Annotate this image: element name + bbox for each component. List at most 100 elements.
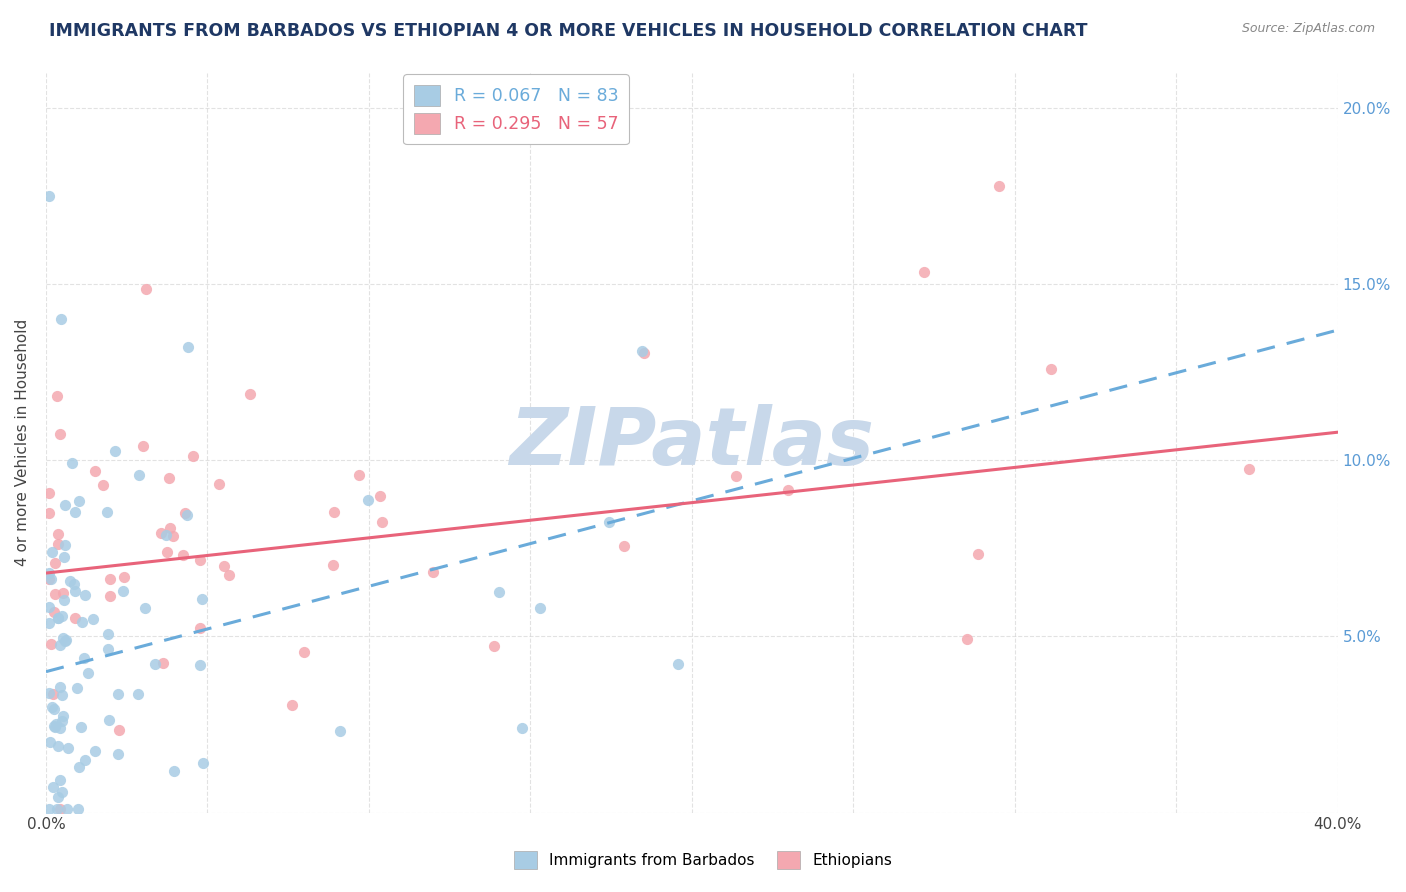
Point bbox=[143, 657, 166, 671]
Point bbox=[77, 665, 100, 680]
Point bbox=[49, 680, 72, 694]
Point bbox=[98, 590, 121, 604]
Point bbox=[38, 572, 60, 586]
Point bbox=[59, 574, 82, 589]
Point bbox=[70, 720, 93, 734]
Point bbox=[112, 584, 135, 599]
Point bbox=[329, 723, 352, 738]
Point bbox=[152, 656, 174, 670]
Point bbox=[44, 718, 66, 732]
Point bbox=[82, 612, 104, 626]
Point bbox=[292, 645, 315, 659]
Point bbox=[183, 449, 205, 463]
Point bbox=[38, 615, 60, 630]
Point bbox=[108, 723, 131, 738]
Point bbox=[45, 716, 67, 731]
Point bbox=[322, 558, 344, 572]
Point bbox=[42, 687, 65, 701]
Point bbox=[725, 469, 748, 483]
Point bbox=[633, 345, 655, 359]
Point bbox=[38, 566, 60, 580]
Point bbox=[1040, 362, 1063, 376]
Point bbox=[155, 528, 177, 542]
Y-axis label: 4 or more Vehicles in Household: 4 or more Vehicles in Household bbox=[15, 319, 30, 566]
Point bbox=[66, 681, 89, 696]
Point bbox=[176, 508, 198, 522]
Point bbox=[55, 632, 77, 647]
Point bbox=[52, 586, 75, 600]
Point bbox=[163, 764, 186, 779]
Point bbox=[42, 780, 65, 794]
Point bbox=[46, 802, 69, 816]
Point bbox=[190, 592, 212, 607]
Point bbox=[73, 650, 96, 665]
Point bbox=[46, 611, 69, 625]
Point bbox=[188, 657, 211, 672]
Point bbox=[239, 387, 262, 401]
Point bbox=[132, 439, 155, 453]
Point bbox=[956, 632, 979, 647]
Point bbox=[208, 477, 231, 491]
Point bbox=[53, 538, 76, 552]
Point bbox=[162, 529, 184, 543]
Point bbox=[987, 178, 1010, 193]
Point bbox=[112, 569, 135, 583]
Point bbox=[368, 489, 391, 503]
Point bbox=[104, 443, 127, 458]
Point bbox=[38, 802, 60, 816]
Point bbox=[39, 636, 62, 650]
Point bbox=[44, 556, 66, 570]
Point bbox=[159, 471, 181, 485]
Point bbox=[52, 593, 75, 607]
Point bbox=[613, 539, 636, 553]
Point bbox=[44, 587, 66, 601]
Legend: R = 0.067   N = 83, R = 0.295   N = 57: R = 0.067 N = 83, R = 0.295 N = 57 bbox=[404, 74, 628, 145]
Text: IMMIGRANTS FROM BARBADOS VS ETHIOPIAN 4 OR MORE VEHICLES IN HOUSEHOLD CORRELATIO: IMMIGRANTS FROM BARBADOS VS ETHIOPIAN 4 … bbox=[49, 22, 1088, 40]
Point bbox=[75, 753, 97, 767]
Point bbox=[65, 611, 87, 625]
Point bbox=[48, 638, 70, 652]
Point bbox=[370, 515, 392, 529]
Point bbox=[52, 631, 75, 645]
Point bbox=[38, 686, 60, 700]
Point bbox=[529, 600, 551, 615]
Point bbox=[60, 456, 83, 470]
Point bbox=[44, 720, 66, 734]
Legend: Immigrants from Barbados, Ethiopians: Immigrants from Barbados, Ethiopians bbox=[508, 845, 898, 875]
Point bbox=[49, 721, 72, 735]
Point bbox=[422, 565, 444, 579]
Point bbox=[155, 545, 177, 559]
Point bbox=[159, 521, 181, 535]
Point bbox=[98, 573, 121, 587]
Point bbox=[177, 340, 200, 354]
Point bbox=[38, 734, 60, 748]
Point bbox=[55, 802, 77, 816]
Point bbox=[967, 547, 990, 561]
Point bbox=[107, 747, 129, 761]
Point bbox=[51, 714, 73, 729]
Point bbox=[51, 785, 73, 799]
Point bbox=[67, 494, 90, 508]
Point bbox=[46, 389, 69, 403]
Point bbox=[51, 609, 73, 624]
Point bbox=[56, 741, 79, 756]
Point bbox=[630, 343, 652, 358]
Point bbox=[218, 568, 240, 582]
Point bbox=[191, 756, 214, 770]
Point bbox=[912, 265, 935, 279]
Point bbox=[75, 588, 97, 602]
Point bbox=[49, 802, 72, 816]
Point bbox=[134, 601, 156, 615]
Point bbox=[281, 698, 304, 712]
Point bbox=[38, 599, 60, 614]
Point bbox=[46, 790, 69, 805]
Point bbox=[70, 615, 93, 629]
Text: ZIPatlas: ZIPatlas bbox=[509, 404, 875, 482]
Point bbox=[53, 498, 76, 512]
Point bbox=[128, 467, 150, 482]
Point bbox=[41, 545, 63, 559]
Point bbox=[67, 759, 90, 773]
Point bbox=[135, 282, 157, 296]
Point bbox=[488, 585, 510, 599]
Point bbox=[323, 505, 346, 519]
